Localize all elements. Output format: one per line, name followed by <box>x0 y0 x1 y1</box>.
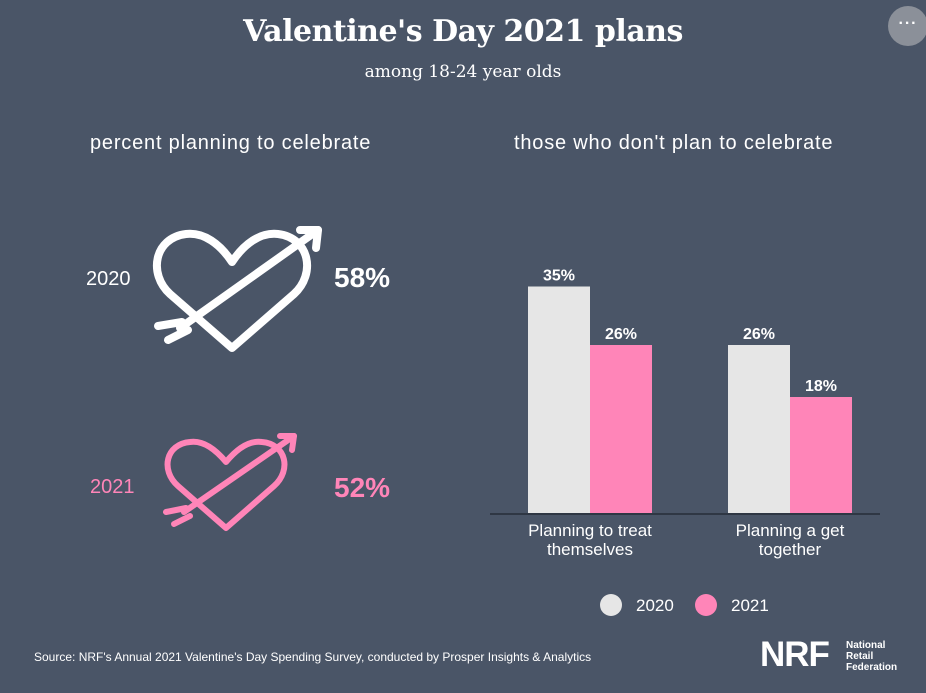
left-section-heading: percent planning to celebrate <box>90 132 372 154</box>
year-label-2021: 2021 <box>90 476 135 498</box>
nrf-logo: NRF National Retail Federation <box>760 637 920 677</box>
right-section-heading: those who don't plan to celebrate <box>514 132 834 154</box>
more-options-button[interactable]: ··· <box>888 6 926 46</box>
page-subtitle: among 18-24 year olds <box>364 62 562 82</box>
bar-label-2021-0: 26% <box>605 326 637 343</box>
bar-2021-0 <box>590 345 652 514</box>
more-options-icon: ··· <box>898 15 918 32</box>
bar-label-2020-0: 35% <box>543 268 575 285</box>
heart-arrow-icon <box>163 433 297 531</box>
bar-2021-1 <box>790 397 852 514</box>
bar-label-2020-1: 26% <box>743 326 775 343</box>
logo-text: National Retail Federation <box>846 640 920 673</box>
logo-text-line: Federation <box>846 662 898 673</box>
year-label-2020: 2020 <box>86 268 131 290</box>
category-label-0: themselves <box>547 540 633 559</box>
bar-2020-0 <box>528 286 590 514</box>
logo-mark: NRF <box>760 635 830 674</box>
bar-2020-1 <box>728 345 790 514</box>
logo-text-line: Retail <box>846 651 874 662</box>
category-label-1: Planning a get <box>736 521 845 540</box>
page-title: Valentine's Day 2021 plans <box>243 14 683 49</box>
legend-swatch-2020 <box>600 594 622 616</box>
category-label-1: together <box>759 540 822 559</box>
heart-arrow-icon <box>152 226 322 352</box>
source-note: Source: NRF's Annual 2021 Valentine's Da… <box>34 650 592 664</box>
legend-label-2020: 2020 <box>636 596 674 615</box>
logo-text-line: National <box>846 640 886 651</box>
legend-swatch-2021 <box>695 594 717 616</box>
bar-label-2021-1: 18% <box>805 378 837 395</box>
percent-2020: 58% <box>334 262 391 293</box>
category-label-0: Planning to treat <box>528 521 652 540</box>
legend-label-2021: 2021 <box>731 596 769 615</box>
percent-2021: 52% <box>334 472 391 503</box>
